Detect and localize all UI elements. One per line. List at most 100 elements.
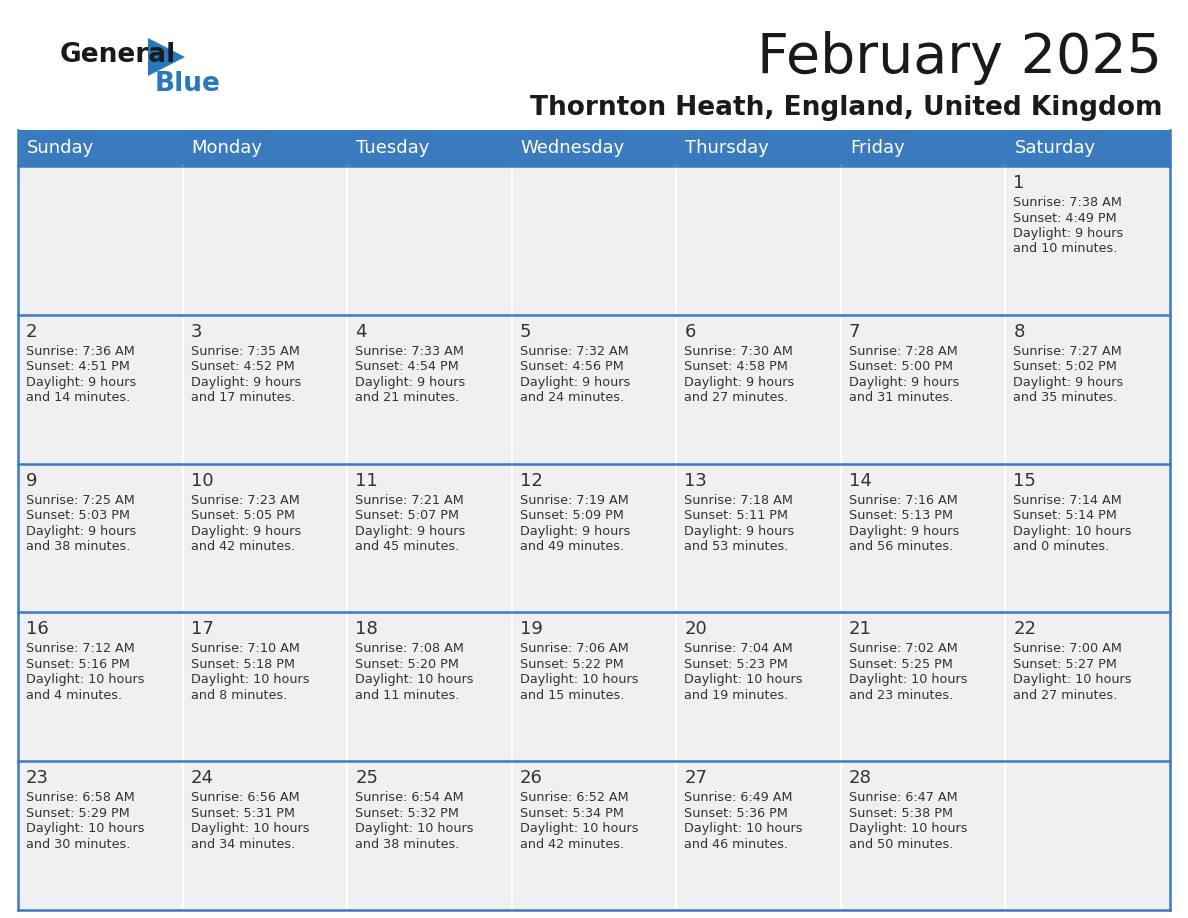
Text: Daylight: 10 hours: Daylight: 10 hours [684, 823, 803, 835]
Text: Sunrise: 6:56 AM: Sunrise: 6:56 AM [190, 791, 299, 804]
Text: 13: 13 [684, 472, 707, 489]
Bar [347, 761, 512, 910]
Bar [1005, 464, 1170, 612]
Bar [512, 315, 676, 464]
Text: 10: 10 [190, 472, 213, 489]
Text: Daylight: 10 hours: Daylight: 10 hours [355, 674, 474, 687]
Bar [183, 130, 347, 166]
Text: Sunset: 5:38 PM: Sunset: 5:38 PM [849, 807, 953, 820]
Text: and 11 minutes.: and 11 minutes. [355, 688, 460, 702]
Text: Sunrise: 7:19 AM: Sunrise: 7:19 AM [519, 494, 628, 507]
Text: Sunrise: 7:00 AM: Sunrise: 7:00 AM [1013, 643, 1123, 655]
Text: and 45 minutes.: and 45 minutes. [355, 540, 460, 554]
Text: Sunrise: 7:32 AM: Sunrise: 7:32 AM [519, 345, 628, 358]
Bar [347, 130, 512, 166]
Bar [183, 612, 347, 761]
Text: Daylight: 10 hours: Daylight: 10 hours [26, 674, 145, 687]
Text: Sunrise: 7:08 AM: Sunrise: 7:08 AM [355, 643, 465, 655]
Text: 20: 20 [684, 621, 707, 638]
Text: 4: 4 [355, 323, 367, 341]
Bar [18, 166, 183, 315]
Text: and 46 minutes.: and 46 minutes. [684, 838, 789, 851]
Text: 15: 15 [1013, 472, 1036, 489]
Text: and 53 minutes.: and 53 minutes. [684, 540, 789, 554]
Text: Sunrise: 6:47 AM: Sunrise: 6:47 AM [849, 791, 958, 804]
Bar [841, 464, 1005, 612]
Text: Sunset: 5:07 PM: Sunset: 5:07 PM [355, 509, 459, 522]
Text: Sunset: 5:13 PM: Sunset: 5:13 PM [849, 509, 953, 522]
Text: 2: 2 [26, 323, 38, 341]
Text: General: General [61, 42, 176, 68]
Text: Sunset: 5:32 PM: Sunset: 5:32 PM [355, 807, 459, 820]
Text: Sunset: 4:51 PM: Sunset: 4:51 PM [26, 360, 129, 374]
Bar [1005, 761, 1170, 910]
Text: and 19 minutes.: and 19 minutes. [684, 688, 789, 702]
Text: Sunrise: 7:23 AM: Sunrise: 7:23 AM [190, 494, 299, 507]
Text: Daylight: 10 hours: Daylight: 10 hours [519, 674, 638, 687]
Text: Daylight: 9 hours: Daylight: 9 hours [26, 524, 137, 538]
Text: Saturday: Saturday [1015, 139, 1095, 157]
Text: Sunrise: 7:06 AM: Sunrise: 7:06 AM [519, 643, 628, 655]
Text: 5: 5 [519, 323, 531, 341]
Text: Daylight: 9 hours: Daylight: 9 hours [684, 375, 795, 389]
Text: 23: 23 [26, 769, 49, 788]
Text: Blue: Blue [154, 71, 221, 97]
Text: Sunrise: 7:12 AM: Sunrise: 7:12 AM [26, 643, 134, 655]
Bar [18, 761, 183, 910]
Bar [347, 315, 512, 464]
Text: 6: 6 [684, 323, 696, 341]
Text: Sunrise: 7:28 AM: Sunrise: 7:28 AM [849, 345, 958, 358]
Text: and 0 minutes.: and 0 minutes. [1013, 540, 1110, 554]
Text: Sunset: 5:27 PM: Sunset: 5:27 PM [1013, 658, 1117, 671]
Text: Sunset: 5:18 PM: Sunset: 5:18 PM [190, 658, 295, 671]
Text: and 21 minutes.: and 21 minutes. [355, 391, 460, 404]
Text: Daylight: 9 hours: Daylight: 9 hours [190, 524, 301, 538]
Bar [512, 130, 676, 166]
Text: Sunset: 4:52 PM: Sunset: 4:52 PM [190, 360, 295, 374]
Text: and 30 minutes.: and 30 minutes. [26, 838, 131, 851]
Text: Sunrise: 7:21 AM: Sunrise: 7:21 AM [355, 494, 463, 507]
Text: and 24 minutes.: and 24 minutes. [519, 391, 624, 404]
Bar [183, 464, 347, 612]
Text: 7: 7 [849, 323, 860, 341]
Text: Sunset: 5:00 PM: Sunset: 5:00 PM [849, 360, 953, 374]
Polygon shape [148, 38, 185, 76]
Text: Sunrise: 7:38 AM: Sunrise: 7:38 AM [1013, 196, 1123, 209]
Text: Sunset: 5:05 PM: Sunset: 5:05 PM [190, 509, 295, 522]
Text: Daylight: 10 hours: Daylight: 10 hours [849, 674, 967, 687]
Bar [512, 761, 676, 910]
Text: Sunrise: 7:25 AM: Sunrise: 7:25 AM [26, 494, 134, 507]
Text: Thursday: Thursday [685, 139, 769, 157]
Bar [347, 464, 512, 612]
Text: and 38 minutes.: and 38 minutes. [355, 838, 460, 851]
Text: Sunrise: 7:18 AM: Sunrise: 7:18 AM [684, 494, 794, 507]
Bar [18, 464, 183, 612]
Bar [676, 130, 841, 166]
Text: and 23 minutes.: and 23 minutes. [849, 688, 953, 702]
Text: Daylight: 10 hours: Daylight: 10 hours [190, 823, 309, 835]
Bar [841, 761, 1005, 910]
Text: Daylight: 10 hours: Daylight: 10 hours [26, 823, 145, 835]
Text: Sunrise: 7:36 AM: Sunrise: 7:36 AM [26, 345, 134, 358]
Text: Daylight: 10 hours: Daylight: 10 hours [355, 823, 474, 835]
Text: Daylight: 9 hours: Daylight: 9 hours [1013, 375, 1124, 389]
Text: Sunrise: 7:35 AM: Sunrise: 7:35 AM [190, 345, 299, 358]
Text: Sunrise: 7:04 AM: Sunrise: 7:04 AM [684, 643, 794, 655]
Text: 19: 19 [519, 621, 543, 638]
Text: and 10 minutes.: and 10 minutes. [1013, 242, 1118, 255]
Text: 12: 12 [519, 472, 543, 489]
Text: Daylight: 9 hours: Daylight: 9 hours [1013, 227, 1124, 240]
Text: and 56 minutes.: and 56 minutes. [849, 540, 953, 554]
Text: Daylight: 10 hours: Daylight: 10 hours [684, 674, 803, 687]
Bar [18, 612, 183, 761]
Text: Friday: Friday [849, 139, 904, 157]
Text: Sunset: 5:34 PM: Sunset: 5:34 PM [519, 807, 624, 820]
Text: and 35 minutes.: and 35 minutes. [1013, 391, 1118, 404]
Bar [1005, 130, 1170, 166]
Text: Sunset: 5:03 PM: Sunset: 5:03 PM [26, 509, 129, 522]
Text: Daylight: 9 hours: Daylight: 9 hours [849, 375, 959, 389]
Text: 24: 24 [190, 769, 214, 788]
Text: Sunset: 5:20 PM: Sunset: 5:20 PM [355, 658, 459, 671]
Text: and 27 minutes.: and 27 minutes. [684, 391, 789, 404]
Text: Sunset: 5:36 PM: Sunset: 5:36 PM [684, 807, 788, 820]
